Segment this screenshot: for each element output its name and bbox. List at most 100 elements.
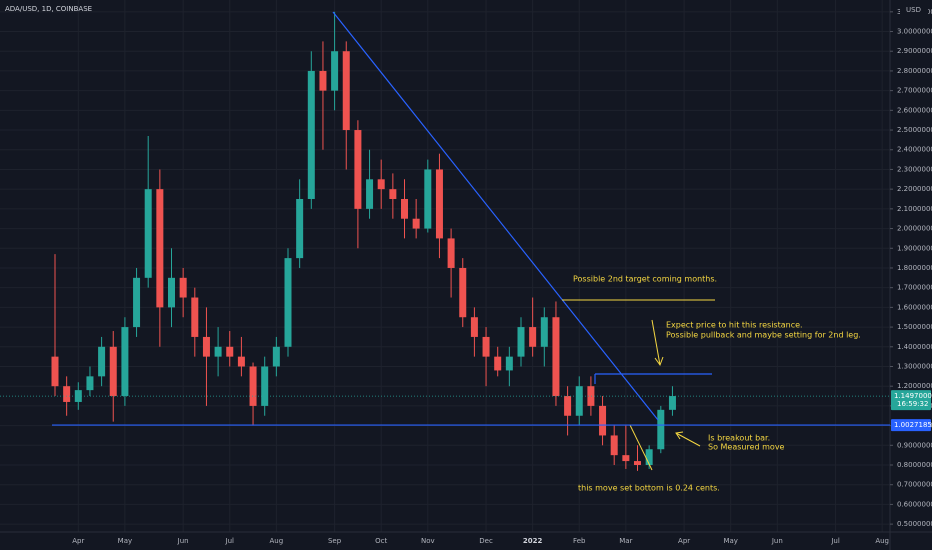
x-tick-label: Jul: [830, 537, 840, 545]
y-tick-label: 2.20000000: [897, 185, 932, 193]
candle-body: [447, 238, 455, 268]
y-tick-label: 1.40000000: [897, 343, 932, 351]
candle-body: [226, 346, 234, 357]
y-tick-label: 3.00000000: [897, 28, 932, 36]
candle-body: [121, 327, 129, 397]
candle-body: [179, 277, 187, 298]
candle-body: [133, 277, 141, 328]
annotation: Is breakout bar.: [708, 434, 770, 443]
y-tick-label: 1.30000000: [897, 362, 932, 370]
y-tick-label: 0.80000000: [897, 461, 932, 469]
candle-body: [168, 277, 175, 308]
candle-body: [86, 376, 94, 391]
grid: [0, 0, 890, 532]
last-price-bg: [891, 390, 931, 411]
candle-body: [366, 179, 374, 209]
annotation: this move set bottom is 0.24 cents.: [578, 484, 720, 493]
candle-body: [191, 297, 199, 337]
support-label-bg: [891, 419, 931, 432]
y-tick-label: 1.20000000: [897, 382, 932, 390]
candle-body: [51, 356, 59, 387]
arrow-head: [675, 431, 684, 440]
candle-body: [668, 396, 676, 410]
candle-body: [98, 346, 106, 377]
candle-body: [587, 386, 595, 406]
x-tick-label: Dec: [479, 537, 493, 545]
x-tick-label: Nov: [421, 537, 435, 545]
annotation: Possible pullback and maybe setting for …: [666, 331, 861, 340]
y-tick-label: 2.00000000: [897, 225, 932, 233]
candle-body: [401, 199, 408, 219]
y-tick-label: 2.80000000: [897, 67, 932, 75]
x-tick-label: May: [723, 537, 737, 545]
y-tick-label: 0.50000000: [897, 520, 932, 528]
annotation: Expect price to hit this resistance.: [666, 321, 803, 330]
candle-body: [517, 327, 525, 357]
x-tick-label: Oct: [375, 537, 387, 545]
candle-body: [482, 336, 490, 357]
y-tick-label: 2.10000000: [897, 205, 932, 213]
candle-body: [296, 199, 304, 259]
candle-body: [249, 366, 257, 406]
x-tick-label: Mar: [619, 537, 632, 545]
y-tick-label: 0.70000000: [897, 481, 932, 489]
candle-body: [552, 317, 560, 397]
arrow: [651, 319, 661, 366]
y-tick-label: 1.60000000: [897, 303, 932, 311]
candle-body: [214, 346, 222, 357]
candle-body: [144, 189, 152, 278]
candle-body: [109, 346, 117, 397]
y-tick-label: 2.60000000: [897, 106, 932, 114]
candle-body: [307, 70, 315, 200]
y-tick-label: 1.50000000: [897, 323, 932, 331]
candle-body: [354, 130, 362, 209]
x-tick-label: Apr: [678, 537, 690, 545]
x-tick-label: May: [118, 537, 132, 545]
annotation: Possible 2nd target coming months.: [573, 275, 717, 284]
candle-body: [529, 327, 537, 347]
annotation: So Measured move: [708, 443, 785, 452]
candle-body: [202, 336, 210, 357]
candle-body: [564, 396, 572, 416]
arrow-head: [654, 356, 664, 367]
candle-body: [435, 169, 443, 239]
candle-body: [494, 356, 502, 371]
candle-body: [412, 218, 420, 229]
support-label: 1.00271854: [894, 421, 932, 429]
candle-body: [470, 317, 478, 337]
candle-body: [377, 179, 385, 190]
candle-body: [272, 346, 280, 367]
y-tick-label: 2.30000000: [897, 165, 932, 173]
y-tick-label: 0.60000000: [897, 500, 932, 508]
x-tick-label: Sep: [328, 537, 342, 545]
y-tick-label: 1.70000000: [897, 284, 932, 292]
candles: [51, 11, 676, 471]
x-tick-label: Jun: [177, 537, 189, 545]
x-tick-label: Feb: [573, 537, 586, 545]
candle-body: [540, 317, 548, 347]
currency: USD: [906, 6, 921, 14]
candle-body: [284, 258, 292, 347]
candle-body: [645, 449, 653, 466]
candle-body: [657, 409, 665, 450]
arrow: [675, 432, 701, 447]
x-tick-label: 2022: [523, 537, 543, 545]
candle-body: [319, 70, 327, 91]
candle-body: [237, 356, 245, 367]
last-price-label: 1.14970000: [894, 392, 932, 400]
candle-body: [610, 435, 618, 456]
candle-body: [389, 189, 397, 200]
candle-body: [331, 51, 339, 91]
candle-body: [63, 386, 71, 402]
candle-body: [622, 455, 630, 462]
candle-body: [505, 356, 513, 371]
y-tick-label: 2.90000000: [897, 47, 932, 55]
y-tick-label: 1.90000000: [897, 244, 932, 252]
move-line: [629, 424, 653, 471]
currency-bg: [900, 4, 928, 16]
candle-body: [634, 461, 641, 466]
x-tick-label: Aug: [875, 537, 889, 545]
candle-body: [261, 366, 269, 406]
